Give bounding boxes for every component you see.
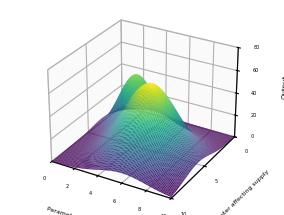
Y-axis label: Parameter affecting supply: Parameter affecting supply (205, 169, 270, 215)
X-axis label: Parameter affecting demand: Parameter affecting demand (46, 207, 134, 215)
